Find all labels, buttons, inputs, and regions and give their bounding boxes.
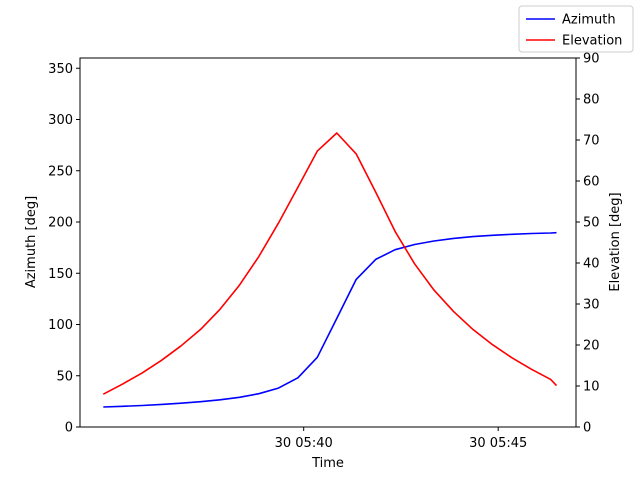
left-y-tick-label: 50 — [56, 369, 73, 384]
x-axis: 30 05:40 30 05:45 — [275, 427, 527, 451]
left-y-tick-label: 300 — [48, 113, 73, 128]
right-y-tick-label: 10 — [583, 380, 600, 395]
plot-frame — [79, 57, 577, 428]
left-y-tick-label: 0 — [65, 421, 73, 436]
right-y-tick-label: 90 — [583, 52, 600, 67]
right-y-tick-label: 0 — [583, 421, 591, 436]
left-y-tick-label: 150 — [48, 267, 73, 282]
left-y-tick-label: 100 — [48, 318, 73, 333]
right-y-axis: 0 10 20 30 40 50 60 70 80 90 — [576, 52, 600, 436]
right-y-axis-title: Elevation [deg] — [608, 192, 623, 291]
series-line-azimuth — [103, 231, 557, 408]
right-y-tick-label: 50 — [583, 216, 600, 231]
legend-label-elevation: Elevation — [562, 34, 622, 49]
right-y-tick-label: 40 — [583, 257, 600, 272]
x-axis-title: Time — [311, 456, 344, 471]
left-y-tick-label: 250 — [48, 164, 73, 179]
right-y-tick-label: 30 — [583, 298, 600, 313]
right-y-tick-label: 60 — [583, 175, 600, 190]
x-tick-label: 30 05:45 — [469, 436, 527, 451]
right-y-tick-label: 20 — [583, 339, 600, 354]
left-y-tick-label: 350 — [48, 62, 73, 77]
legend: Azimuth Elevation — [518, 5, 634, 53]
plot-area — [79, 57, 577, 428]
right-y-tick-label: 70 — [583, 134, 600, 149]
right-y-tick-label: 80 — [583, 93, 600, 108]
series-line-elevation — [102, 132, 558, 395]
series-layer — [102, 132, 558, 408]
x-tick-label: 30 05:40 — [275, 436, 333, 451]
legend-label-azimuth: Azimuth — [562, 13, 616, 28]
left-y-axis-title: Azimuth [deg] — [24, 196, 39, 288]
left-y-axis: 0 50 100 150 200 250 300 350 — [48, 62, 80, 436]
left-y-tick-label: 200 — [48, 216, 73, 231]
